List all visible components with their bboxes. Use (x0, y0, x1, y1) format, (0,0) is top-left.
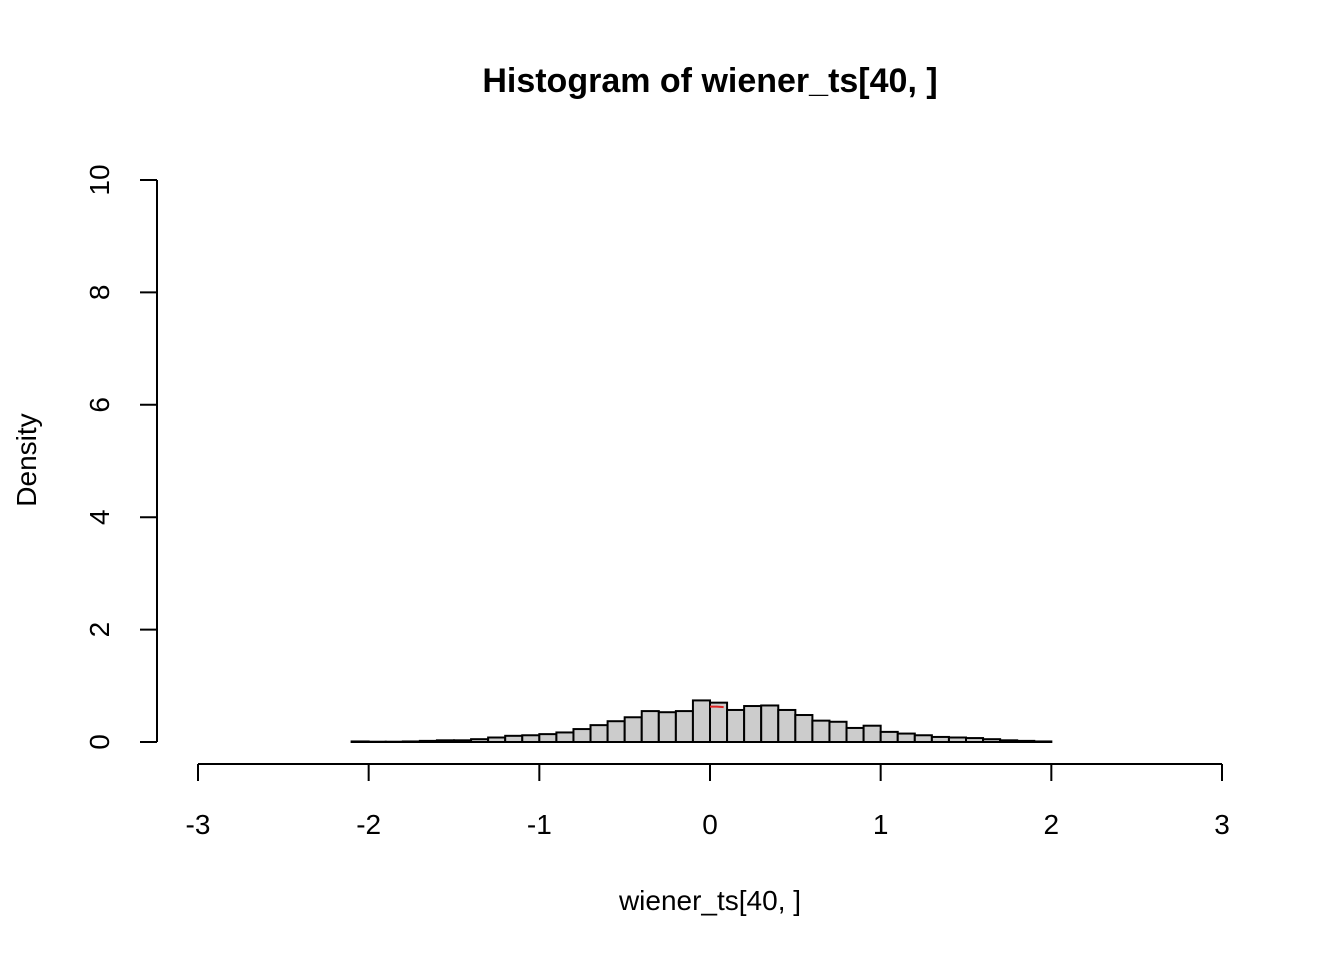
histogram-bar (435, 739, 455, 743)
histogram-bar (470, 738, 490, 744)
histogram-bar (828, 720, 848, 744)
x-axis-label: wiener_ts[40, ] (618, 885, 801, 916)
histogram-bar (418, 739, 438, 744)
histogram-bar (572, 728, 592, 744)
x-tick-label: 2 (1044, 809, 1060, 840)
histogram-bar (521, 734, 541, 744)
histogram-bars (350, 699, 1053, 744)
density-curve (710, 705, 724, 709)
histogram-bar (657, 711, 677, 744)
histogram-bar (726, 708, 746, 743)
histogram-bar (896, 732, 916, 744)
histogram-bar (623, 716, 643, 744)
histogram-bar (794, 714, 814, 744)
y-tick-label: 6 (84, 397, 115, 413)
histogram-bar (811, 719, 831, 744)
x-tick-label: 3 (1214, 809, 1230, 840)
histogram-bar (1033, 740, 1053, 744)
histogram-bar (982, 738, 1002, 744)
histogram-bar (913, 734, 933, 744)
histogram-bar (487, 736, 507, 743)
histogram-bar (674, 710, 694, 744)
density-line (710, 705, 724, 709)
histogram-bar (845, 726, 865, 744)
y-tick-label: 10 (84, 164, 115, 195)
y-axis: 0 2 4 6 8 10 (84, 164, 158, 750)
histogram-bar (743, 705, 763, 744)
y-tick-label: 4 (84, 509, 115, 525)
histogram-bar (401, 740, 421, 744)
histogram-bar (589, 724, 609, 744)
histogram-bar (453, 739, 473, 743)
histogram-bar (606, 720, 626, 744)
histogram-bar (777, 708, 797, 743)
y-axis-label: Density (11, 413, 42, 506)
x-tick-label: -2 (356, 809, 381, 840)
histogram-bar (930, 735, 950, 744)
histogram-bar (862, 724, 882, 744)
chart-title: Histogram of wiener_ts[40, ] (482, 62, 937, 100)
y-tick-label: 0 (84, 734, 115, 750)
y-tick-label: 8 (84, 285, 115, 301)
histogram-bar (1016, 739, 1036, 744)
histogram-bar (709, 701, 729, 743)
histogram-bar (555, 731, 575, 744)
histogram-bar (999, 739, 1019, 743)
histogram-bar (947, 736, 967, 743)
x-axis: -3 -2 -1 0 1 2 3 (186, 763, 1230, 840)
x-tick-label: -3 (186, 809, 211, 840)
histogram-bar (965, 737, 985, 744)
histogram-bar (504, 734, 524, 744)
histogram-bar (538, 733, 558, 744)
histogram-bar (691, 699, 711, 743)
histogram-bar (640, 710, 660, 744)
x-tick-label: 1 (873, 809, 889, 840)
histogram-bar (760, 704, 780, 743)
histogram-bar (350, 740, 370, 744)
x-tick-label: 0 (702, 809, 718, 840)
histogram-bar (879, 730, 899, 744)
y-tick-label: 2 (84, 622, 115, 638)
x-tick-label: -1 (527, 809, 552, 840)
